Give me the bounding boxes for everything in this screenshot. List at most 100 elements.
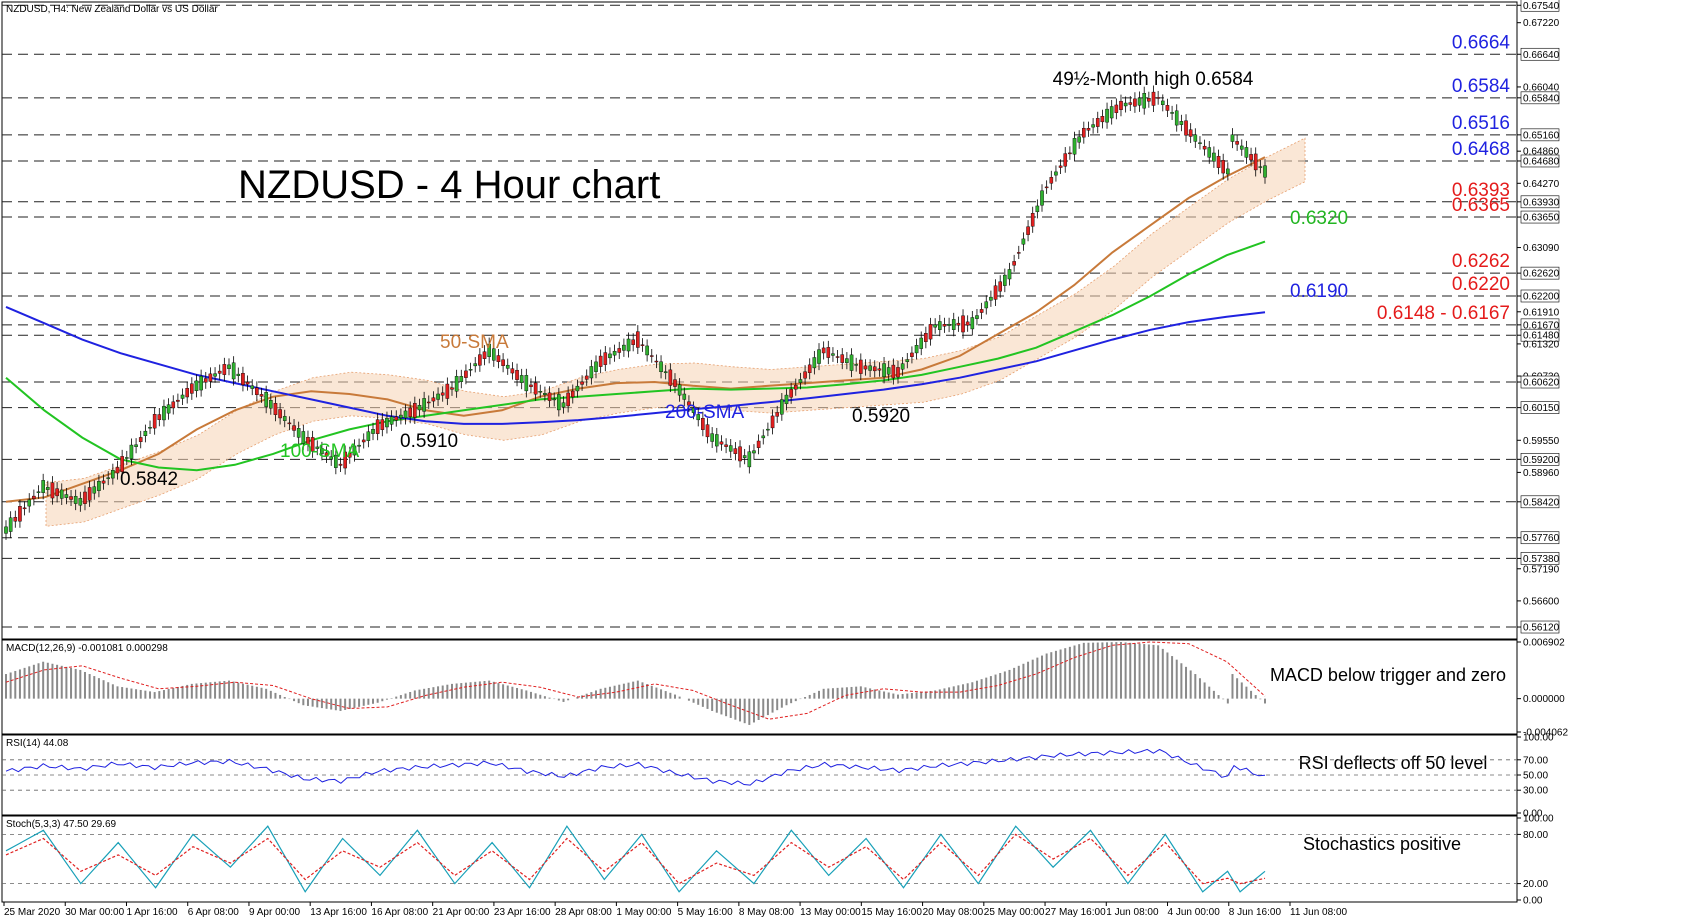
candle-body [176,399,180,402]
candle-body [157,414,162,420]
level-label: 0.6148 - 0.6167 [1377,303,1510,324]
candle-body [1239,145,1244,150]
candle-body [1226,168,1230,175]
stoch-title: Stoch(5,3,3) 47.50 29.69 [6,819,117,830]
candle-body [603,352,608,365]
candle-body [64,494,69,498]
candle-body [584,375,589,380]
candle-body [380,419,385,430]
candle-body [296,427,301,438]
candle-body [529,384,533,387]
annotation-label: 0.5842 [120,469,178,490]
candle-body [807,364,812,373]
candle-body [854,364,858,366]
x-tick-label: 25 May 00:00 [984,907,1045,918]
candle-body [394,416,399,421]
candle-body [1012,261,1016,266]
x-tick-label: 1 Jun 08:00 [1106,907,1159,918]
candle-body [1137,97,1142,106]
y-tick-label: 0.56120 [1523,623,1560,634]
candle-body [942,324,947,327]
candle-body [32,495,36,500]
candle-body [129,444,134,459]
candle-body [1133,98,1137,107]
x-tick-label: 30 Mar 00:00 [65,907,124,918]
candle-body [259,394,264,397]
candle-body [1063,153,1068,167]
candle-body [770,415,775,429]
candle-body [111,470,115,479]
candle-body [826,347,831,358]
y-tick-box [1520,0,1560,12]
candle-body [1253,153,1258,171]
x-axis: 25 Mar 2020 30 Mar 00:00 1 Apr 16:00 6 Apr … [3,902,1348,918]
candle-body [738,446,742,462]
candle-body [696,414,701,421]
candle-body [1263,165,1267,178]
candle-body [821,347,826,354]
candle-body [408,407,412,417]
candle-body [998,281,1002,292]
rsi-y-tick-label: 30.00 [1523,786,1548,797]
panel-stoch: Stoch(5,3,3) 47.50 29.69 Stochastics pos… [1,814,1554,907]
candle-body [872,366,877,372]
candle-body [510,368,515,374]
annotation-label: 200-SMA [665,402,745,423]
candle-body [78,498,83,506]
candle-body [231,362,236,380]
candle-body [863,365,868,370]
stoch-line-k [5,825,1266,893]
candle-body [533,382,538,395]
candle-body [287,422,292,425]
candle-body [984,301,989,309]
candle-body [784,394,789,405]
candle-body [733,448,738,454]
candle-body [659,361,663,373]
y-tick-box [1520,266,1560,280]
candle-body [933,324,937,328]
candle-body [180,394,185,399]
x-tick-label: 15 May 16:00 [861,907,922,918]
candle-body [120,456,124,473]
level-label: 0.6220 [1452,274,1510,295]
candle-body [194,380,199,392]
candle-body [868,365,872,371]
candle-body [343,451,347,469]
candle-body [1058,165,1063,168]
candle-body [152,414,157,429]
candle-body [468,369,473,371]
rsi-annotation: RSI deflects off 50 level [1299,753,1488,773]
level-label: 0.6754 [1452,0,1511,4]
candle-body [4,526,8,534]
candle-body [422,398,426,412]
candle-body [1040,190,1044,206]
candle-body [747,451,752,468]
candle-body [654,360,659,363]
y-tick-label: 0.60150 [1523,403,1560,414]
candle-body [761,435,766,439]
candle-body [975,315,979,319]
y-tick-label: 0.60620 [1523,378,1560,389]
level-label: 0.6584 [1452,76,1511,97]
y-tick-label: 0.63650 [1523,213,1560,224]
candle-body [1021,238,1026,245]
candle-body [1049,177,1054,184]
y-tick-label: 0.58420 [1523,497,1560,508]
y-tick-label: 0.66040 [1523,82,1560,93]
candle-body [143,430,148,437]
x-tick-label: 13 May 00:00 [800,907,861,918]
candle-body [41,480,45,493]
candle-body [552,398,556,401]
candle-body [1003,274,1007,286]
candle-body [924,333,928,342]
candle-body [840,354,845,363]
candle-body [1147,98,1151,102]
candle-body [436,393,440,400]
candle-body [1230,134,1235,142]
ichimoku-cloud [45,137,1306,527]
candle-body [1114,104,1119,113]
candle-body [1128,102,1133,105]
candle-body [1030,213,1035,227]
candle-body [845,358,849,363]
candle-body [241,373,245,386]
